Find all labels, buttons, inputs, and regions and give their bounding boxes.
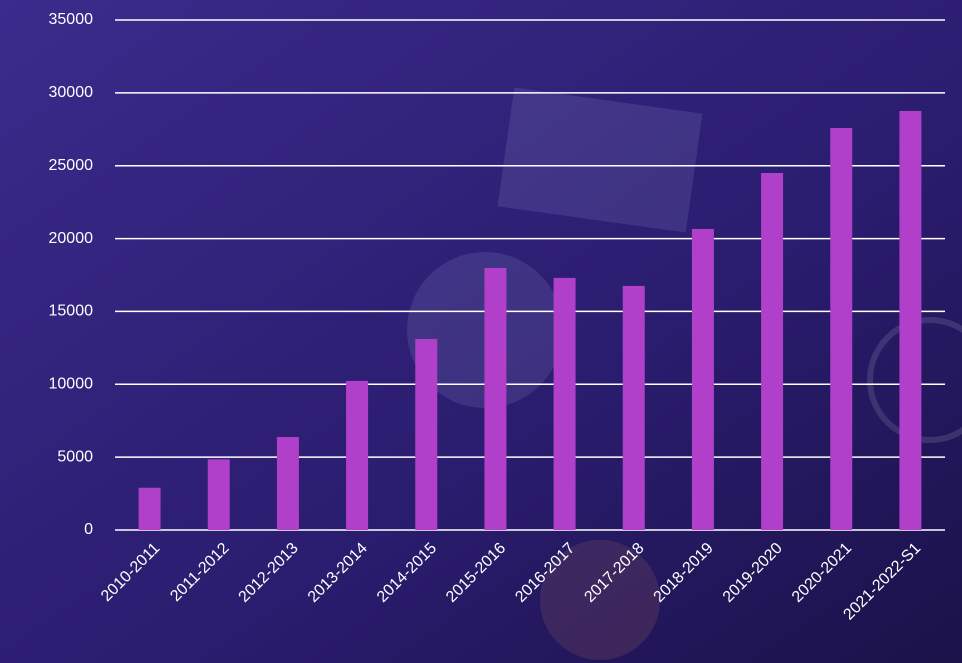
bar bbox=[346, 380, 369, 530]
y-tick-label: 0 bbox=[84, 521, 93, 538]
y-tick-label: 20000 bbox=[49, 230, 94, 247]
bar bbox=[830, 127, 853, 530]
y-tick-label: 5000 bbox=[57, 448, 93, 465]
bar bbox=[899, 110, 922, 530]
decoration bbox=[407, 87, 962, 660]
bar bbox=[138, 487, 161, 530]
y-tick-label: 35000 bbox=[49, 11, 94, 28]
bar bbox=[691, 228, 714, 530]
y-tick-label: 15000 bbox=[49, 303, 94, 320]
y-tick-label: 10000 bbox=[49, 376, 94, 393]
y-tick-label: 25000 bbox=[49, 157, 94, 174]
bar bbox=[484, 268, 507, 530]
bar bbox=[761, 173, 784, 530]
bar bbox=[553, 277, 576, 530]
bar bbox=[207, 459, 230, 530]
y-tick-label: 30000 bbox=[49, 84, 94, 101]
bar bbox=[622, 285, 645, 530]
bar bbox=[276, 437, 299, 530]
bar bbox=[415, 338, 438, 530]
